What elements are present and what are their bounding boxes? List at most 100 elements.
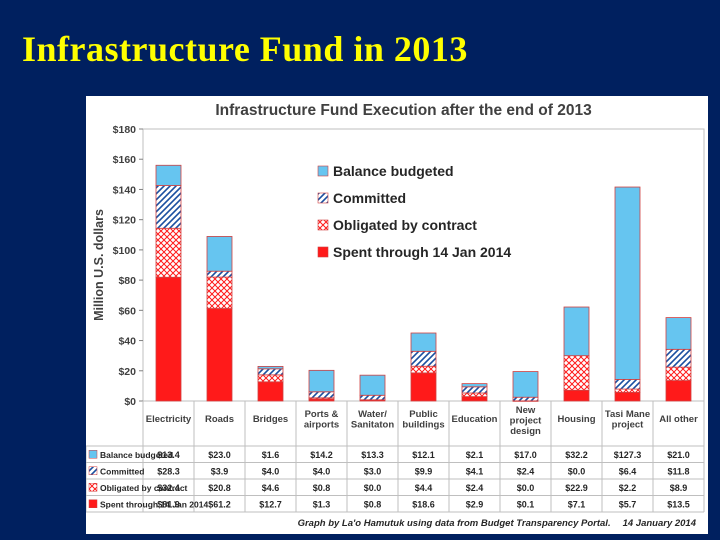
data-label: $4.1 — [466, 466, 484, 476]
bar-segment-balance — [308, 369, 335, 393]
data-label: $32.2 — [565, 450, 588, 460]
data-label: $4.0 — [262, 466, 280, 476]
bar-segment-balance — [155, 164, 182, 186]
table-row-label: Committed — [100, 466, 144, 476]
table-row-label: Obligated by contract — [100, 483, 188, 493]
data-label: $2.9 — [466, 499, 484, 509]
data-label: $127.3 — [614, 450, 642, 460]
data-label: $11.8 — [667, 466, 689, 476]
y-tick-label: $100 — [113, 245, 137, 257]
category-label: All other — [659, 414, 698, 425]
table-row-label: Spent through 14 Jan 2014 — [100, 499, 208, 509]
bar-segment-committed — [257, 368, 284, 376]
data-label: $5.7 — [619, 499, 637, 509]
bar-segment-spent — [614, 391, 641, 402]
bar-segment-spent — [206, 308, 233, 402]
bar-segment-obligated — [410, 365, 437, 374]
legend-swatch-committed — [317, 192, 329, 204]
legend-swatch-balance — [317, 165, 329, 177]
stacked-bar-chart: Infrastructure Fund Execution after the … — [86, 102, 705, 529]
data-label: $2.1 — [466, 450, 484, 460]
legend-swatch-spent — [317, 246, 329, 258]
data-label: $21.0 — [667, 450, 690, 460]
data-label: $0.8 — [364, 499, 382, 509]
data-label: $13.4 — [157, 450, 180, 460]
data-label: $13.5 — [667, 499, 690, 509]
table-row-swatch-obligated — [88, 483, 98, 492]
bar-segment-obligated — [206, 276, 233, 309]
bar-segment-obligated — [563, 355, 590, 391]
category-label: Tasi Mane project — [605, 409, 650, 431]
data-label: $14.2 — [310, 450, 333, 460]
legend-swatch-obligated — [317, 219, 329, 231]
category-label: Public buildings — [402, 409, 444, 431]
data-label: $4.6 — [262, 483, 280, 493]
category-label: Water/Sanitaton — [351, 409, 394, 431]
chart-title: Infrastructure Fund Execution after the … — [215, 102, 592, 119]
data-label: $18.6 — [412, 499, 435, 509]
y-tick-label: $0 — [124, 396, 136, 408]
data-label: $22.9 — [565, 483, 588, 493]
category-label: Electricity — [146, 414, 192, 425]
bar-segment-obligated — [257, 374, 284, 383]
footnote: Graph by La'o Hamutuk using data from Bu… — [298, 518, 697, 529]
category-label: New project design — [510, 405, 543, 437]
y-axis-label: Million U.S. dollars — [92, 209, 106, 321]
data-label: $0.0 — [568, 466, 586, 476]
bar-segment-committed — [155, 185, 182, 229]
data-label: $0.0 — [517, 483, 535, 493]
bar-segment-committed — [410, 350, 437, 367]
chart-panel: Infrastructure Fund Execution after the … — [86, 96, 708, 534]
y-tick-label: $160 — [113, 154, 137, 166]
data-label: $17.0 — [514, 450, 537, 460]
data-label: $1.6 — [262, 450, 280, 460]
data-label: $9.9 — [415, 466, 433, 476]
bar-segment-balance — [512, 371, 539, 398]
data-label: $7.1 — [568, 499, 586, 509]
bar-segment-committed — [665, 348, 692, 368]
bar-segment-obligated — [665, 366, 692, 382]
data-label: $2.2 — [619, 483, 637, 493]
data-label: $2.4 — [517, 466, 535, 476]
data-label: $8.9 — [670, 483, 688, 493]
data-label: $6.4 — [619, 466, 637, 476]
slide-title: Infrastructure Fund in 2013 — [22, 29, 468, 69]
bar-segment-balance — [563, 306, 590, 357]
category-label: Roads — [205, 414, 234, 425]
data-label: $1.3 — [313, 499, 331, 509]
data-label: $12.7 — [259, 499, 282, 509]
y-tick-label: $140 — [113, 184, 137, 196]
data-label: $4.4 — [415, 483, 433, 493]
category-label: Ports & airports — [304, 409, 339, 431]
bar-segment-committed — [461, 386, 488, 394]
bar-segment-committed — [308, 391, 335, 399]
y-tick-label: $20 — [118, 366, 136, 378]
bar-segment-balance — [206, 236, 233, 272]
bar-segment-committed — [206, 270, 233, 278]
table-row-label: Balance budgeted — [100, 450, 173, 460]
data-label: $81.9 — [157, 499, 180, 509]
data-label: $20.8 — [208, 483, 231, 493]
table-row-swatch-committed — [88, 466, 98, 475]
y-tick-label: $80 — [118, 275, 136, 287]
data-label: $32.4 — [157, 483, 180, 493]
y-tick-label: $40 — [118, 336, 136, 348]
bar-segment-committed — [614, 378, 641, 390]
data-label: $12.1 — [412, 450, 435, 460]
bar-segment-spent — [155, 276, 182, 402]
data-label: $0.1 — [517, 499, 535, 509]
data-label: $3.9 — [211, 466, 229, 476]
data-label: $23.0 — [208, 450, 231, 460]
footnote-source: Graph by La'o Hamutuk using data from Bu… — [298, 518, 611, 529]
bar-segment-balance — [461, 383, 488, 388]
bar-segment-balance — [410, 332, 437, 352]
y-tick-label: $120 — [113, 215, 137, 227]
category-label: Bridges — [253, 414, 288, 425]
legend-label: Spent through 14 Jan 2014 — [333, 244, 511, 260]
data-label: $3.0 — [364, 466, 382, 476]
legend-label: Committed — [333, 190, 406, 206]
data-label: $4.0 — [313, 466, 331, 476]
data-label: $0.0 — [364, 483, 382, 493]
legend-label: Obligated by contract — [333, 217, 477, 233]
bar-segment-obligated — [614, 388, 641, 393]
